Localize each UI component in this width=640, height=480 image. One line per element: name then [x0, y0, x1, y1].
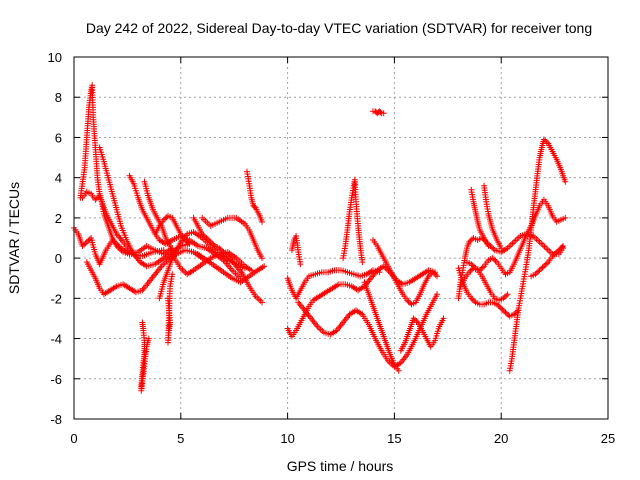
point-markers [455, 265, 522, 320]
point-markers [284, 263, 438, 340]
x-tick-label: 25 [601, 431, 615, 446]
x-axis-label: GPS time / hours [287, 458, 394, 474]
point-markers [468, 186, 492, 249]
series-arc-26 [455, 265, 522, 320]
y-tick-label: -2 [50, 291, 62, 306]
series-arc-29 [468, 186, 492, 249]
y-axis-label: SDTVAR / TECUs [6, 182, 22, 294]
y-tick-label: -4 [50, 332, 62, 347]
x-tick-label: 20 [494, 431, 508, 446]
point-markers [284, 267, 383, 302]
point-markers [199, 214, 265, 262]
x-tick-label: 15 [387, 431, 401, 446]
point-markers [370, 237, 441, 308]
series-arc-15 [194, 251, 268, 286]
series-arc-23 [397, 315, 447, 354]
point-markers [190, 214, 265, 306]
y-tick-label: 8 [55, 90, 62, 105]
point-markers [340, 176, 366, 266]
point-markers [528, 243, 567, 280]
point-markers [138, 319, 152, 394]
series-arc-28 [464, 196, 569, 278]
point-markers [506, 136, 569, 374]
y-tick-label: 4 [55, 171, 62, 186]
point-markers [96, 144, 193, 270]
series-arc-4 [96, 144, 193, 270]
series-arc-31 [506, 136, 569, 374]
series-arc-9 [138, 319, 152, 394]
series-arc-11 [152, 212, 193, 247]
x-tick-label: 0 [70, 431, 77, 446]
point-markers [361, 279, 402, 374]
series-arc-19 [288, 233, 304, 268]
point-markers [194, 251, 268, 286]
y-tick-label: 10 [48, 50, 62, 65]
series-arc-13 [199, 214, 265, 262]
series-arc-21 [370, 237, 441, 308]
point-markers [165, 271, 176, 346]
series-arc-24 [370, 108, 387, 117]
series-arc-17 [284, 267, 383, 302]
point-markers [370, 108, 387, 117]
point-markers [152, 212, 193, 247]
series-arc-14 [244, 168, 265, 225]
point-markers [481, 182, 505, 252]
plot-border [73, 56, 609, 420]
y-axis-ticks: -8 -6 -4 -2 0 2 4 6 8 10 [48, 50, 608, 427]
series-arc-12 [190, 214, 265, 306]
series-arc-32 [528, 243, 567, 280]
series-arc-20 [340, 176, 366, 266]
data-points [71, 82, 569, 394]
point-markers [397, 315, 447, 354]
y-tick-label: 2 [55, 211, 62, 226]
point-markers [288, 233, 304, 268]
series-arc-10 [165, 271, 176, 346]
point-markers [295, 291, 441, 370]
chart-title: Day 242 of 2022, Sidereal Day-to-day VTE… [86, 20, 592, 36]
series-arc-18 [295, 291, 441, 370]
y-tick-label: 0 [55, 251, 62, 266]
point-markers [464, 196, 569, 278]
x-tick-label: 10 [280, 431, 294, 446]
y-tick-label: 6 [55, 130, 62, 145]
y-tick-label: -6 [50, 372, 62, 387]
x-axis-ticks: 0 5 10 15 20 25 [70, 57, 615, 446]
x-tick-label: 5 [177, 431, 184, 446]
y-tick-label: -8 [50, 412, 62, 427]
series-arc-16 [284, 263, 438, 340]
point-markers [244, 168, 265, 225]
series-arc-30 [481, 182, 505, 252]
series-arc-22 [361, 279, 402, 374]
